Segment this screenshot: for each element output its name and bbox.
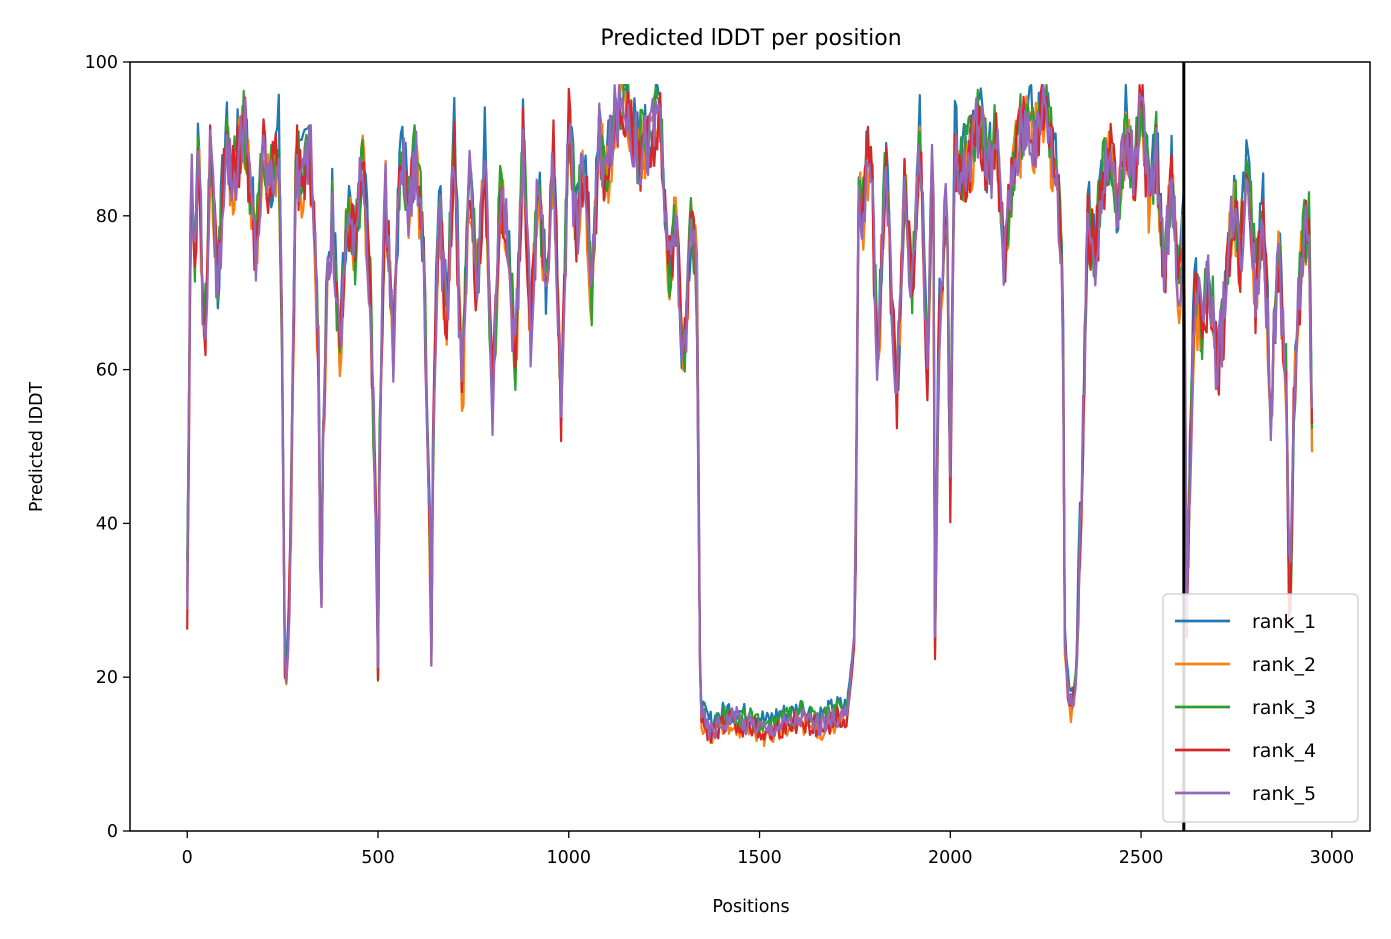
y-tick-label: 40: [96, 514, 118, 534]
x-tick-label: 500: [361, 848, 394, 868]
legend: rank_1 rank_2 rank_3 rank_4 rank_5: [1162, 593, 1359, 823]
x-axis-label: Positions: [712, 897, 789, 917]
series-lines: [186, 84, 1314, 748]
y-tick-label: 80: [96, 207, 118, 227]
x-axis: 0 500 1000 1500 2000 2500 3000: [182, 831, 1354, 868]
y-tick-label: 20: [96, 668, 118, 688]
series-line-rank_1: [186, 84, 1314, 733]
x-tick-label: 2500: [1119, 848, 1164, 868]
x-tick-label: 3000: [1310, 848, 1355, 868]
x-tick-label: 2000: [928, 848, 973, 868]
y-axis: 0 20 40 60 80 100: [85, 53, 130, 842]
series-line-rank_5: [186, 84, 1314, 740]
y-tick-label: 100: [85, 53, 118, 73]
series-line-rank_3: [186, 84, 1314, 733]
legend-box: [1162, 593, 1359, 823]
x-tick-label: 1000: [546, 848, 591, 868]
series-line-rank_2: [186, 84, 1314, 748]
legend-label-rank_4: rank_4: [1252, 740, 1316, 762]
x-tick-label: 1500: [737, 848, 782, 868]
legend-label-rank_1: rank_1: [1252, 611, 1316, 633]
legend-label-rank_5: rank_5: [1252, 783, 1316, 805]
axes-frame: [129, 61, 1371, 832]
legend-label-rank_2: rank_2: [1252, 654, 1316, 676]
y-tick-label: 60: [96, 361, 118, 381]
series-line-rank_4: [186, 84, 1314, 744]
x-tick-label: 0: [182, 848, 193, 868]
chart-title: Predicted lDDT per position: [600, 26, 901, 51]
legend-label-rank_3: rank_3: [1252, 697, 1316, 719]
plot-area: [129, 61, 1371, 832]
y-tick-label: 0: [107, 822, 118, 842]
y-axis-label: Predicted lDDT: [27, 382, 47, 513]
